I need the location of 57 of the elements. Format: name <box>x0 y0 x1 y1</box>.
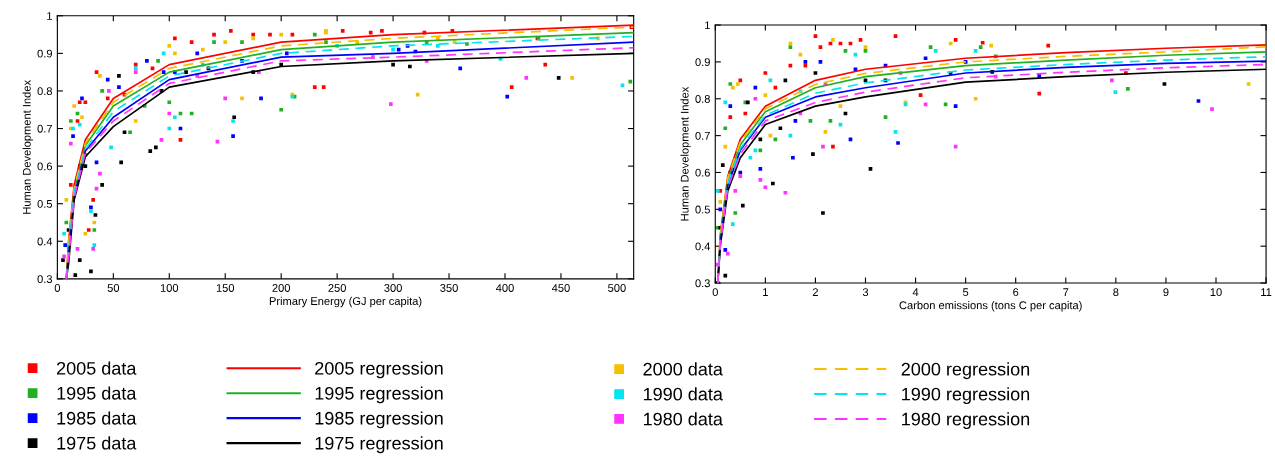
legend-label: 1995 regression <box>315 386 443 404</box>
x-tick-label: 9 <box>1163 288 1169 297</box>
x-tick-label: 3 <box>862 288 869 297</box>
y-tick-label: 0.8 <box>37 87 53 96</box>
legend-label: 1985 regression <box>315 411 443 429</box>
x-tick-label: 300 <box>384 284 402 292</box>
x-tick-label: 100 <box>160 284 179 292</box>
y-tick-label: 0.7 <box>37 124 52 133</box>
x-tick-label: 150 <box>216 284 235 292</box>
y-tick-label: 0.6 <box>695 168 710 177</box>
x-tick-label: 8 <box>1113 288 1119 297</box>
y-tick-label: 0.7 <box>695 131 710 140</box>
x-tick-label: 350 <box>440 284 458 292</box>
legend-label: 1985 data <box>57 411 137 425</box>
legend-label: 1975 regression <box>315 436 443 454</box>
x-tick-label: 7 <box>1063 288 1069 296</box>
y-tick-label: 0.5 <box>37 199 53 208</box>
x-tick-label: 450 <box>551 284 570 292</box>
y-tick-label: 0.8 <box>695 95 710 103</box>
y-tick-label: 0.3 <box>695 279 710 288</box>
x-axis-title: Carbon emissions (tons C per capita) <box>899 301 1082 312</box>
x-tick-label: 11 <box>1261 288 1272 296</box>
x-tick-label: 1 <box>763 288 768 296</box>
x-tick-label: 500 <box>608 284 626 292</box>
legend-label: 1995 data <box>57 386 137 400</box>
y-tick-label: 0.4 <box>695 242 711 251</box>
x-tick-label: 400 <box>495 284 514 292</box>
y-tick-label: 0.3 <box>37 275 53 283</box>
x-tick-label: 2 <box>812 288 818 296</box>
legend-label: 1980 regression <box>902 412 1030 430</box>
legend-label: 2005 data <box>56 361 137 375</box>
x-tick-label: 5 <box>962 288 969 297</box>
y-tick-label: 0.6 <box>37 162 53 171</box>
y-tick-label: 0.9 <box>695 58 710 67</box>
x-tick-label: 50 <box>107 284 120 292</box>
legend-label: 2000 regression <box>901 362 1030 380</box>
x-tick-label: 10 <box>1210 288 1222 297</box>
y-tick-label: 1 <box>47 12 52 20</box>
legend-label: 2000 data <box>643 362 723 376</box>
legend-label: 1980 data <box>643 412 723 426</box>
legend-label: 2005 regression <box>315 361 443 379</box>
x-axis-title: Primary Energy (GJ per capita) <box>269 296 422 308</box>
y-tick-label: 0.4 <box>37 237 53 246</box>
legend-label: 1990 regression <box>902 387 1030 405</box>
x-tick-label: 6 <box>1013 288 1019 297</box>
x-tick-label: 4 <box>912 288 919 296</box>
x-tick-label: 0 <box>712 288 718 297</box>
y-axis-title: Human Development Index <box>22 80 33 214</box>
legend-label: 1990 data <box>643 387 723 401</box>
y-tick-label: 1 <box>705 21 710 30</box>
y-axis-title: Human Development Index <box>680 86 691 221</box>
x-tick-label: 0 <box>54 284 61 292</box>
legend-label: 1975 data <box>57 436 137 450</box>
x-tick-label: 250 <box>328 284 346 292</box>
y-tick-label: 0.9 <box>37 49 52 58</box>
y-tick-label: 0.5 <box>695 205 710 214</box>
x-tick-label: 200 <box>272 284 291 292</box>
